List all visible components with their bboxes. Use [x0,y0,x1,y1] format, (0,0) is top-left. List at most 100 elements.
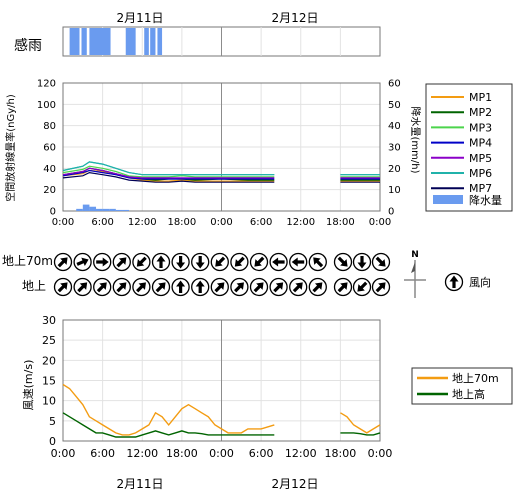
wind-dir-cell [210,277,229,297]
wind-dir-cell [93,252,112,272]
wind-speed-plot-frame [62,319,381,442]
wind-dir-arrow [136,256,147,267]
wind-dir-cell [132,277,151,297]
wind-dir-cell [308,277,327,297]
radiation-line-mp5 [62,167,275,179]
wind-dir-arrow [357,256,367,269]
wind-dir-cell [191,277,210,297]
date-label-bottom-day1: 2月11日 [117,477,164,491]
precip-y-tick: 50 [388,100,401,111]
wind-dir-cell [73,277,92,297]
precip-bar [109,208,116,211]
radiation-y-tick: 60 [43,143,56,154]
precip-y-tick: 0 [388,207,394,218]
radiation-x-tick: 18:00 [167,217,196,228]
wind-dir-arrow [76,257,89,266]
legend-label-mp2: MP2 [469,106,492,119]
wind-dir-cell [352,252,372,272]
wind-speed-line-ground [340,432,381,436]
wind-speed-y-tick: 0 [49,435,56,448]
wind-speed-line-70m [62,383,275,436]
wind-dir-arrow [312,282,323,293]
radiation-y-tick: 20 [43,185,56,196]
legend-label-wind-70m: 地上70m [452,372,499,385]
wind-dir-cell [230,277,249,297]
legend-label-precip: 降水量 [469,193,502,207]
wind-dir-arrow [176,256,186,269]
precip-y-tick: 30 [388,143,401,154]
wind-dir-arrow [337,282,348,293]
precip-bar [115,209,123,211]
wind-dir-arrow [253,282,264,293]
legend-label-mp1: MP1 [469,91,492,104]
radiation-y-tick: 120 [37,79,56,90]
wind-dir-cell [210,252,229,272]
wind-dir-arrow [195,280,205,293]
radiation-line-mp4 [62,169,275,180]
legend-label-mp3: MP3 [469,121,492,134]
wind-dir-cell [53,277,73,297]
wind-dir-cell [333,252,353,272]
rain-panel [62,26,381,57]
wind-dir-arrow [176,280,186,293]
radiation-plot-frame [62,82,381,212]
wind-dir-cell [191,252,210,272]
wind-dir-arrow [77,282,88,293]
wind-dir-arrow [375,256,386,267]
radiation-x-tick: 0:00 [210,217,232,228]
radiation-x-tick: 6:00 [250,217,272,228]
wind-dir-arrow [57,257,68,268]
wind-dir-cell [249,277,269,297]
wind-dir-arrow [357,281,368,292]
radiation-legend-box [425,83,513,212]
wind-speed-y-tick: 10 [42,395,56,408]
date-label-bottom-day2: 2月12日 [272,477,319,491]
radiation-y-tick: 0 [50,207,56,218]
radiation-x-tick: 6:00 [91,217,113,228]
wind-dir-cell [151,252,171,272]
rain-bar-1 [81,28,87,55]
rain-bar-5 [150,28,156,55]
wind-dir-arrow [214,282,225,293]
wind-speed-x-tick: 6:00 [90,447,115,460]
wind-dir-legend: 風向 [444,272,491,292]
wind-dir-cell [333,277,353,297]
compass-icon: N [404,250,426,298]
radiation-x-tick: 18:00 [326,217,355,228]
wind-dir-cell [112,252,131,272]
wind-dir-arrow [136,282,146,293]
wind-speed-x-tick: 18:00 [325,447,357,460]
wind-speed-legend-box [411,367,513,405]
legend-label-wind-ground: 地上高 [452,387,485,401]
compass-north-label: N [411,250,419,260]
wind-speed-x-tick: 18:00 [166,447,198,460]
wind-dir-arrow [292,282,303,293]
wind-dir-arrow [273,282,284,293]
wind-dir-arrow [337,256,348,267]
wind-dir-cell [151,277,171,297]
wind-dir-legend-arrow [444,272,464,292]
wind-dir-cell [289,277,308,297]
rain-bar-3 [125,28,136,55]
wind-dir-cell [93,277,112,297]
wind-dir-arrow [234,282,244,293]
rain-bar-4 [144,28,149,55]
wind-dir-cell [249,252,269,272]
precip-y-tick: 60 [388,79,401,90]
legend-label-mp6: MP6 [469,167,492,180]
wind-speed-x-tick: 0:00 [51,447,76,460]
wind-dir-cell [308,252,327,272]
wind-dir-arrow [234,256,245,267]
wind-speed-legend: 地上70m 地上高 [411,367,513,405]
rain-bar-0 [69,28,80,55]
precip-bar [102,208,110,211]
rain-panel-label: 感雨 [14,37,42,54]
radiation-x-tick: 12:00 [128,217,157,228]
precip-y-label: 降水量(mm/h) [409,107,422,174]
precip-bar [122,209,130,211]
radiation-y-tick: 100 [37,100,56,111]
wind-dir-arrow [96,282,107,293]
radiation-y-tick: 40 [43,164,56,175]
wind-dir-arrow [215,256,226,267]
